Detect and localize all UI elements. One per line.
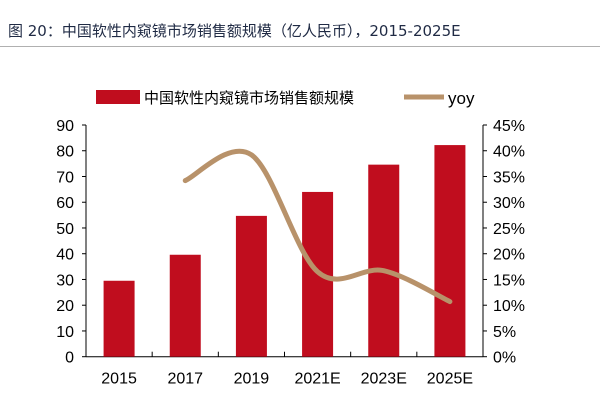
left-tick-label: 90 [56, 118, 74, 135]
right-tick-label: 40% [493, 144, 525, 161]
yoy-line [182, 148, 453, 305]
right-tick-label: 5% [493, 324, 516, 341]
x-tick-label: 2025E [427, 371, 473, 388]
right-tick-label: 30% [493, 195, 525, 212]
x-tick-label: 2023E [361, 371, 407, 388]
legend-bar-label: 中国软性内窥镜市场销售额规模 [144, 89, 354, 107]
right-tick-label: 10% [493, 298, 525, 315]
right-tick-label: 45% [493, 118, 525, 135]
right-tick-label: 20% [493, 247, 525, 264]
right-tick-label: 25% [493, 221, 525, 238]
right-tick-label: 15% [493, 272, 525, 289]
left-tick-label: 50 [56, 221, 74, 238]
title-divider [0, 46, 600, 47]
right-tick-label: 0% [493, 350, 516, 367]
left-tick-label: 80 [56, 144, 74, 161]
figure-title: 图 20：中国软性内窥镜市场销售额规模（亿人民币），2015-2025E [8, 22, 461, 40]
bar-2019 [235, 215, 267, 357]
left-tick-label: 40 [56, 247, 74, 264]
x-tick-label: 2017 [167, 371, 203, 388]
left-tick-label: 60 [56, 195, 74, 212]
legend-line-label: yoy [448, 89, 475, 108]
bar-2025E [434, 145, 466, 357]
legend-bar-swatch [96, 90, 140, 104]
x-tick-label: 2019 [234, 371, 270, 388]
bar-2017 [169, 254, 201, 357]
left-tick-label: 30 [56, 272, 74, 289]
x-tick-label: 2015 [101, 371, 137, 388]
left-tick-label: 70 [56, 169, 74, 186]
left-tick-label: 0 [65, 350, 74, 367]
right-tick-label: 35% [493, 169, 525, 186]
bar-2015 [103, 280, 135, 357]
x-tick-label: 2021E [294, 371, 340, 388]
bar-2023E [368, 164, 400, 357]
left-tick-label: 10 [56, 324, 74, 341]
left-tick-label: 20 [56, 298, 74, 315]
